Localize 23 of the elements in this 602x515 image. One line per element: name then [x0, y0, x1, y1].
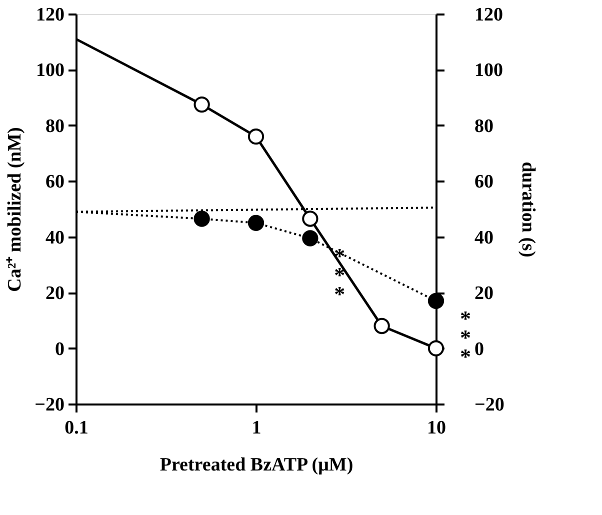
y-axis-title: Ca²⁺ mobilized (nM): [4, 127, 26, 292]
y2-axis-title: duration (s): [517, 162, 538, 258]
y-tick-label: 120: [36, 4, 64, 26]
y-tick-label: 20: [46, 283, 64, 304]
x-tick-label: 10: [427, 418, 446, 438]
y-tick-label: 80: [46, 116, 64, 137]
y2-tick-label: 40: [474, 227, 494, 248]
x-tick-label: 1: [252, 418, 262, 438]
annotation: ***: [460, 306, 471, 369]
y2-tick-label: 20: [474, 283, 494, 304]
y2-tick-label: 80: [474, 116, 494, 137]
y2-tick-label: 100: [474, 60, 503, 82]
y2-tick-label: 60: [474, 172, 494, 193]
x-tick-label: 0.1: [64, 418, 88, 438]
y-tick-label: 40: [46, 227, 64, 248]
y2-tick-label: 0: [474, 338, 484, 360]
y2-tick-label: −20: [474, 394, 504, 416]
y-tick-label: 100: [36, 60, 64, 82]
y-tick-label: 60: [46, 172, 64, 193]
y-tick-label: 0: [55, 338, 64, 360]
y-tick-label: −20: [34, 394, 64, 416]
x-axis-title: Pretreated BzATP (μM): [160, 454, 354, 476]
y2-tick-label: 120: [474, 4, 503, 26]
